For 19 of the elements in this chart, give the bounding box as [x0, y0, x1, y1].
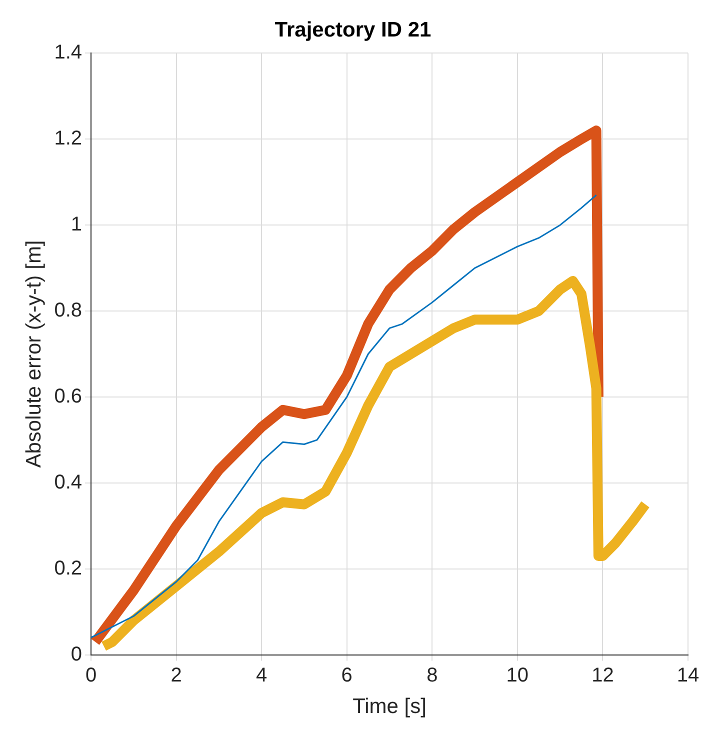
- y-tick-label: 0.8: [54, 300, 82, 322]
- x-tick-label: 12: [592, 664, 614, 686]
- y-tick-label: 1.2: [54, 128, 82, 150]
- y-tick-label: 0.2: [54, 557, 82, 580]
- x-tick-label: 8: [426, 664, 438, 686]
- y-tick-label: 0.6: [54, 385, 82, 408]
- y-tick-label: 1.4: [54, 42, 82, 64]
- y-axis-title: Absolute error (x-y-t) [m]: [22, 240, 46, 468]
- x-tick-label: 2: [170, 664, 182, 686]
- y-tick-label: 1: [70, 214, 82, 236]
- y-tick-label: 0.4: [54, 471, 82, 494]
- x-axis-title: Time [s]: [352, 695, 426, 718]
- x-tick-label: 4: [256, 664, 268, 686]
- chart-title: Trajectory ID 21: [274, 18, 432, 42]
- x-tick-label: 6: [341, 664, 352, 686]
- x-tick-label: 14: [676, 664, 700, 686]
- x-tick-label: 10: [506, 664, 529, 686]
- x-tick-label: 0: [85, 664, 97, 686]
- y-tick-label: 0: [70, 643, 82, 666]
